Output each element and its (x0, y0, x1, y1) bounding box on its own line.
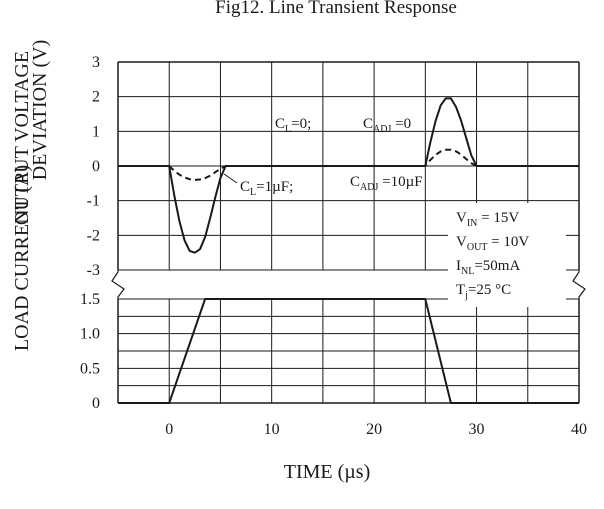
condition-inl: INL=50mA (456, 258, 520, 277)
condition-tj: Tj=25 °C (456, 282, 511, 301)
y-tick-label: 0.5 (80, 360, 100, 377)
y-tick-label: 1 (92, 123, 100, 140)
current-series-line (118, 298, 579, 404)
annotation-leader (223, 173, 238, 184)
x-tick-label: 40 (571, 421, 587, 438)
y-axis-title-voltage-1: OUTPUT VOLTAGE (11, 51, 33, 225)
axis-break-right (572, 270, 586, 299)
annotation-cadj-10uf: CADJ =10µF (350, 174, 423, 193)
x-tick-label: 10 (264, 421, 280, 438)
y-axis-title-voltage-2: DEVIATION (V) (29, 40, 51, 181)
y-tick-label: 0 (92, 395, 100, 412)
x-tick-labels: 0 10 20 30 40 (165, 421, 587, 438)
x-tick-label: 0 (165, 421, 173, 438)
conditions-box (448, 203, 566, 307)
condition-vin: VIN = 15V (456, 210, 519, 229)
voltage-series-line (168, 148, 478, 181)
annotation-cl-1uf: CL=1µF; (240, 179, 293, 198)
y-tick-label: 3 (92, 54, 100, 71)
axis-break-left (111, 270, 125, 299)
y-tick-label: 2 (92, 89, 100, 106)
condition-vout: VOUT = 10V (456, 234, 529, 253)
annotation-cadj-0: CADJ =0 (363, 116, 411, 135)
chart-title: Fig12. Line Transient Response (215, 0, 457, 18)
y-tick-labels: 3 2 1 0 -1 -2 -3 1.5 1.0 0.5 0 (80, 54, 100, 412)
x-tick-label: 30 (469, 421, 485, 438)
x-axis-title: TIME (µs) (284, 461, 371, 483)
y-tick-label: 1.5 (80, 291, 100, 308)
y-axis-title-current: LOAD CURRENT (A) (11, 165, 33, 351)
y-tick-label: 1.0 (80, 326, 100, 343)
series-lines (118, 97, 579, 404)
annotation-cl-0: CL=0; (275, 116, 311, 135)
y-tick-label: -2 (87, 227, 100, 244)
x-tick-label: 20 (366, 421, 382, 438)
y-tick-label: -1 (87, 193, 100, 210)
y-tick-label: 0 (92, 158, 100, 175)
y-tick-label: -3 (87, 262, 100, 279)
